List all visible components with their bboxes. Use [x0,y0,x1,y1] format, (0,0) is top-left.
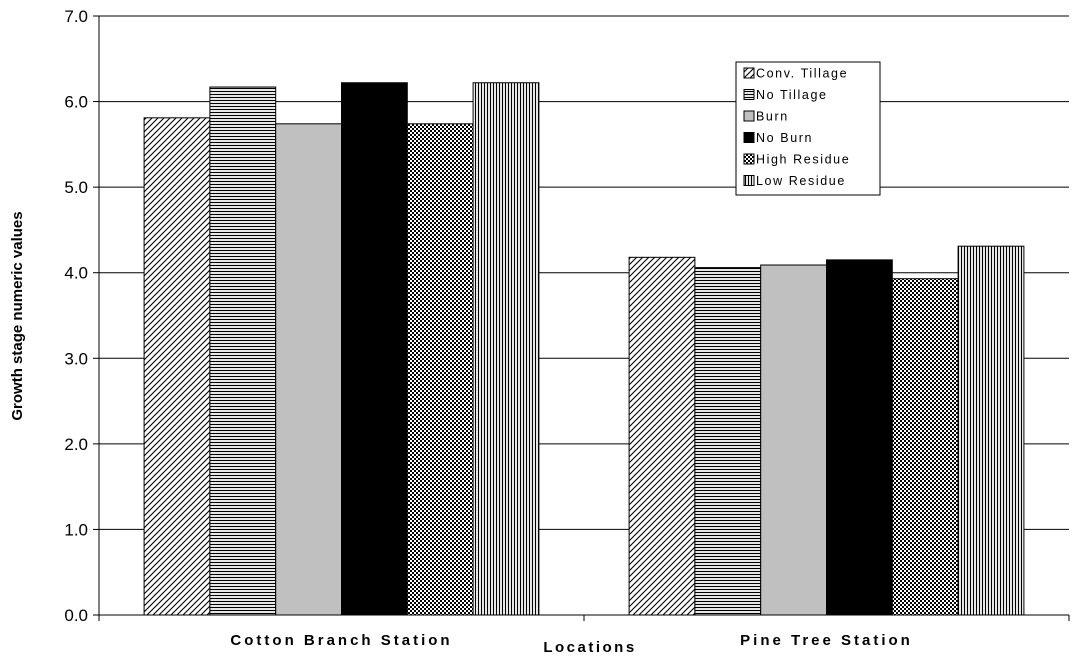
y-tick-label: 5.0 [64,178,88,197]
y-tick-label: 3.0 [64,349,88,368]
legend-swatch [743,67,755,79]
y-tick-label: 2.0 [64,435,88,454]
bar [957,245,1025,616]
y-axis-title: Growth stage numeric values [9,211,26,420]
legend-swatch [743,89,755,100]
bar [694,267,762,616]
bar [143,117,211,616]
y-tick-label: 7.0 [64,7,88,26]
legend-label: High Residue [756,153,850,167]
bars [143,82,1025,616]
bar [275,123,343,616]
bar [406,123,474,616]
x-axis-title: Locations [543,639,636,656]
legend-swatch [743,175,755,186]
legend-label: Low Residue [756,174,846,188]
legend-label: Conv. Tillage [756,67,848,81]
legend-label: No Burn [756,131,813,145]
legend-box [735,61,881,196]
bar [341,82,408,616]
y-tick-label: 1.0 [64,520,88,539]
legend-swatch [743,110,755,122]
bar [628,256,696,616]
y-tick-label: 0.0 [64,606,88,625]
legend-swatch [743,153,755,165]
axis-labels: 0.0 1.0 2.0 3.0 4.0 5.0 6.0 7.0 Cotton Branch St… [9,7,913,656]
y-tick-label: 4.0 [64,264,88,283]
legend-swatch [743,132,755,143]
x-category-label: Pine Tree Station [740,632,913,649]
legend-label: No Tillage [756,88,828,102]
bar [760,264,828,616]
bar [891,278,959,616]
x-category-label: Cotton Branch Station [230,632,452,649]
y-tick-label: 6.0 [64,93,88,112]
legend-label: Burn [756,110,789,124]
bar [472,82,540,616]
bar [826,259,893,616]
bar [209,86,277,616]
legend: Conv. Tillage No Tillage Burn No Burn High R… [735,61,881,196]
